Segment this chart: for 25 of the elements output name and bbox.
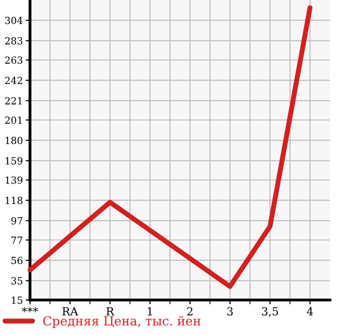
x-tick-label: 4 bbox=[306, 307, 313, 316]
y-tick-label: 97 bbox=[11, 217, 22, 224]
y-tick-label: 77 bbox=[12, 236, 22, 244]
line-series bbox=[28, 5, 312, 289]
x-tick-label: RA bbox=[62, 307, 78, 316]
y-tick-label: 35 bbox=[11, 277, 22, 284]
y-tick-label: 180 bbox=[6, 136, 22, 144]
x-tick-label: 3 bbox=[227, 307, 233, 316]
y-tick-label: 118 bbox=[6, 196, 22, 204]
y-tick-label: 242 bbox=[5, 76, 22, 84]
y-tick-label: 56 bbox=[12, 256, 22, 264]
y-tick-label: 263 bbox=[5, 56, 22, 64]
x-tick-label: 3,5 bbox=[262, 307, 278, 317]
y-tick-label: 201 bbox=[5, 116, 22, 124]
y-tick-label: 15 bbox=[12, 296, 22, 304]
y-tick-label: 159 bbox=[6, 157, 22, 164]
y-tick-label: 221 bbox=[5, 97, 22, 104]
y-tick-label: 139 bbox=[6, 176, 22, 184]
y-tick-label: 304 bbox=[5, 16, 23, 24]
y-tick-label: 283 bbox=[5, 37, 22, 44]
x-tick-label: 1 bbox=[148, 307, 152, 316]
x-tick-label: *** bbox=[22, 307, 38, 312]
legend-label: Средняя Цена, тыс. йен bbox=[43, 316, 200, 328]
x-tick-label: 2 bbox=[187, 307, 192, 316]
x-tick-label: R bbox=[106, 307, 114, 316]
